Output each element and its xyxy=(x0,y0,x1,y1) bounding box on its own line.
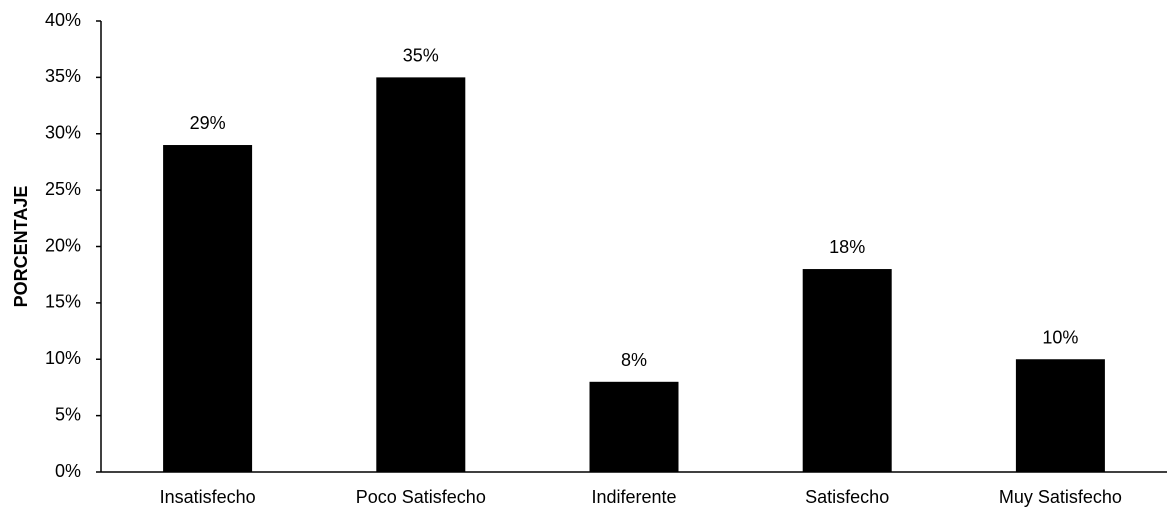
x-category-label: Satisfecho xyxy=(805,487,889,507)
y-tick-label: 5% xyxy=(55,404,81,424)
bar-value-label: 35% xyxy=(403,45,439,65)
bar-value-label: 18% xyxy=(829,237,865,257)
x-category-label: Indiferente xyxy=(591,487,676,507)
bar xyxy=(802,269,892,472)
x-category-label: Poco Satisfecho xyxy=(356,487,486,507)
bar xyxy=(376,77,466,472)
bar xyxy=(1015,359,1105,472)
y-tick-label: 10% xyxy=(45,348,81,368)
bar-value-label: 10% xyxy=(1042,327,1078,347)
y-tick-label: 40% xyxy=(45,10,81,30)
y-tick-label: 35% xyxy=(45,66,81,86)
x-category-label: Muy Satisfecho xyxy=(999,487,1122,507)
y-axis-ticks: 0% 5% 10% 15% 20% 25% 30% 35% 40% xyxy=(45,10,101,481)
bar xyxy=(163,145,253,472)
bar-value-label: 29% xyxy=(190,113,226,133)
bar-value-label: 8% xyxy=(621,350,647,370)
x-axis-labels: Insatisfecho Poco Satisfecho Indiferente Sa… xyxy=(160,487,1122,507)
y-tick-label: 0% xyxy=(55,461,81,481)
bars xyxy=(163,77,1105,472)
bar xyxy=(589,381,679,472)
y-tick-label: 25% xyxy=(45,179,81,199)
y-tick-label: 20% xyxy=(45,235,81,255)
y-tick-label: 30% xyxy=(45,123,81,143)
data-labels: 29% 35% 8% 18% 10% xyxy=(190,45,1079,369)
y-axis-title: PORCENTAJE xyxy=(11,186,31,308)
x-category-label: Insatisfecho xyxy=(160,487,256,507)
y-tick-label: 15% xyxy=(45,292,81,312)
